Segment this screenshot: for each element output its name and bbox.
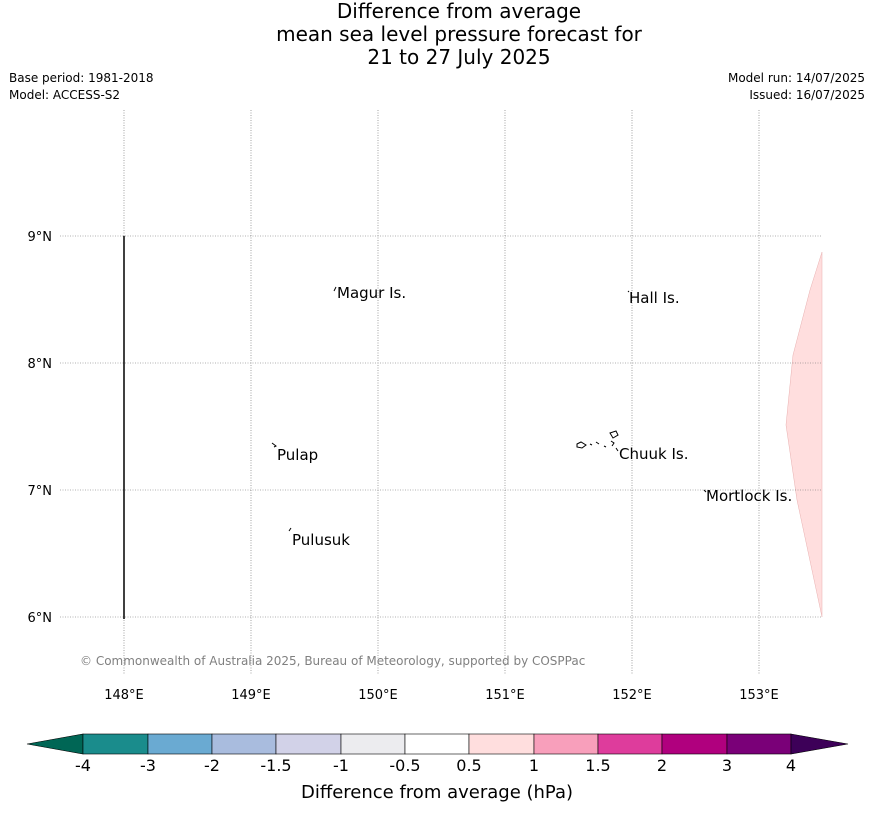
colorbar-bin xyxy=(340,733,406,755)
meta-right: Model run: 14/07/2025 Issued: 16/07/2025 xyxy=(728,70,865,104)
lat-label-8n: 8°N xyxy=(28,357,53,372)
model-run-label: Model run: 14/07/2025 xyxy=(727,71,865,85)
colorbar-over-arrow xyxy=(790,733,849,755)
colorbar-bin xyxy=(275,733,342,755)
title-line-2: mean sea level pressure forecast for xyxy=(276,22,642,46)
base-period-label: Base period: 1981-2018 xyxy=(9,71,154,85)
colorbar-tick-label: 0.5 xyxy=(456,756,481,775)
colorbar-tick-label: 1.5 xyxy=(585,756,610,775)
colorbar-bin xyxy=(597,733,663,755)
colorbar-title: Difference from average (hPa) xyxy=(301,782,573,803)
gridlines xyxy=(60,110,822,675)
place-label-pulap: Pulap xyxy=(277,446,318,464)
mortlock-island xyxy=(703,489,707,493)
title-line-1: Difference from average xyxy=(336,0,582,23)
lon-label-152e: 152°E xyxy=(612,688,652,703)
colorbar-under-arrow xyxy=(26,733,84,755)
colorbar-bin xyxy=(211,733,277,755)
island-outlines xyxy=(271,286,707,532)
colorbar-tick-label: -1 xyxy=(333,756,349,775)
colorbar-ticks: -4 -3 -2 -1.5 -1 -0.5 0.5 1 1.5 2 3 4 xyxy=(75,756,796,775)
meta-left: Base period: 1981-2018 Model: ACCESS-S2 xyxy=(9,70,154,104)
colorbar-bin xyxy=(661,733,728,755)
lat-label-7n: 7°N xyxy=(28,484,53,499)
chuuk-lagoon-islands xyxy=(576,430,619,452)
lon-label-149e: 149°E xyxy=(231,688,271,703)
colorbar-tick-label: 4 xyxy=(786,756,796,775)
place-label-hall: Hall Is. xyxy=(629,289,680,307)
colorbar-bin xyxy=(82,733,149,755)
lat-label-9n: 9°N xyxy=(28,230,53,245)
colorbar-tick-label: 1 xyxy=(529,756,539,775)
issued-label: Issued: 16/07/2025 xyxy=(749,88,865,102)
colorbar-tick-label: -1.5 xyxy=(260,756,291,775)
colorbar-tick-label: -3 xyxy=(140,756,156,775)
place-label-magur: Magur Is. xyxy=(337,284,406,302)
lat-label-6n: 6°N xyxy=(28,611,53,626)
pulusuk-island xyxy=(288,527,292,532)
model-label: Model: ACCESS-S2 xyxy=(9,88,121,102)
place-label-chuuk: Chuuk Is. xyxy=(619,445,688,463)
colorbar-bin xyxy=(468,733,535,755)
hall-island xyxy=(627,290,630,293)
colorbar-tick-label: -2 xyxy=(204,756,220,775)
lon-label-150e: 150°E xyxy=(358,688,398,703)
lon-label-148e: 148°E xyxy=(104,688,144,703)
anomaly-area xyxy=(785,251,823,618)
lon-label-151e: 151°E xyxy=(485,688,525,703)
map-title: Difference from average mean sea level p… xyxy=(0,0,873,69)
colorbar-bin xyxy=(533,733,599,755)
copyright-notice: © Commonwealth of Australia 2025, Bureau… xyxy=(80,654,585,668)
colorbar-tick-label: 2 xyxy=(657,756,667,775)
colorbar-bin xyxy=(726,733,792,755)
colorbar xyxy=(26,733,849,755)
magur-island xyxy=(333,286,337,292)
place-label-mortlock: Mortlock Is. xyxy=(706,487,792,505)
colorbar-bin xyxy=(147,733,213,755)
colorbar-tick-label: -4 xyxy=(75,756,91,775)
lon-label-153e: 153°E xyxy=(739,688,779,703)
title-line-3: 21 to 27 July 2025 xyxy=(367,45,551,69)
colorbar-tick-label: 3 xyxy=(722,756,732,775)
colorbar-bin xyxy=(404,733,470,755)
colorbar-tick-label: -0.5 xyxy=(389,756,420,775)
place-label-pulusuk: Pulusuk xyxy=(292,531,350,549)
pulap-island xyxy=(271,442,277,448)
